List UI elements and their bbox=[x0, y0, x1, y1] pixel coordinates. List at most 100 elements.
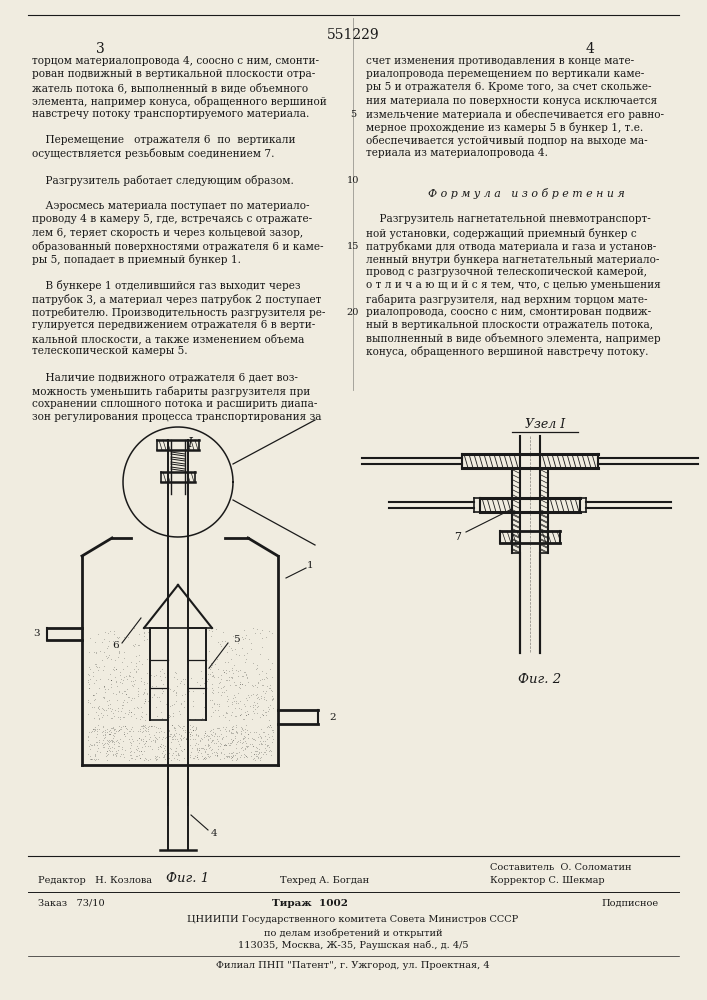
Point bbox=[101, 735, 112, 751]
Point bbox=[162, 711, 173, 727]
Point bbox=[119, 650, 130, 666]
Point bbox=[100, 724, 111, 740]
Point bbox=[207, 685, 218, 701]
Point bbox=[90, 748, 101, 764]
Point bbox=[227, 749, 238, 765]
Text: 15: 15 bbox=[347, 242, 359, 251]
Point bbox=[240, 651, 252, 667]
Point bbox=[126, 719, 137, 735]
Text: Наличие подвижного отражателя 6 дает воз-: Наличие подвижного отражателя 6 дает воз… bbox=[32, 373, 298, 383]
Point bbox=[95, 744, 106, 760]
Point bbox=[225, 707, 236, 723]
Point bbox=[255, 736, 267, 752]
Point bbox=[84, 741, 95, 757]
Point bbox=[105, 743, 116, 759]
Point bbox=[117, 675, 128, 691]
Point bbox=[131, 710, 142, 726]
Point bbox=[107, 720, 118, 736]
Point bbox=[87, 687, 98, 703]
Point bbox=[134, 637, 145, 653]
Point bbox=[187, 731, 199, 747]
Point bbox=[257, 746, 269, 762]
Point bbox=[125, 704, 136, 720]
Point bbox=[98, 658, 110, 674]
Point bbox=[215, 736, 226, 752]
Point bbox=[216, 731, 228, 747]
Point bbox=[211, 649, 222, 665]
Point bbox=[262, 678, 273, 694]
Point bbox=[230, 740, 242, 756]
Point bbox=[180, 722, 191, 738]
Point bbox=[216, 633, 227, 649]
Point bbox=[216, 726, 227, 742]
Point bbox=[132, 700, 144, 716]
Point bbox=[208, 695, 219, 711]
Point bbox=[168, 745, 179, 761]
Point bbox=[122, 681, 133, 697]
Point bbox=[134, 723, 146, 739]
Point bbox=[85, 748, 96, 764]
Point bbox=[267, 691, 278, 707]
Point bbox=[90, 644, 102, 660]
Point bbox=[228, 721, 239, 737]
Point bbox=[195, 712, 206, 728]
Point bbox=[233, 635, 244, 651]
Point bbox=[119, 726, 130, 742]
Point bbox=[168, 696, 180, 712]
Point bbox=[233, 695, 244, 711]
Point bbox=[114, 722, 125, 738]
Point bbox=[122, 689, 134, 705]
Point bbox=[230, 695, 242, 711]
Point bbox=[105, 672, 117, 688]
Point bbox=[222, 735, 233, 751]
Point bbox=[230, 747, 241, 763]
Point bbox=[105, 733, 116, 749]
Point bbox=[163, 728, 175, 744]
Point bbox=[214, 674, 226, 690]
Point bbox=[89, 747, 100, 763]
Text: 5: 5 bbox=[233, 636, 239, 645]
Point bbox=[110, 743, 121, 759]
Point bbox=[168, 750, 180, 766]
Point bbox=[150, 750, 161, 766]
Point bbox=[142, 752, 153, 768]
Point bbox=[255, 646, 266, 662]
Point bbox=[255, 730, 267, 746]
Point bbox=[164, 745, 175, 761]
Text: териала из материалопровода 4.: териала из материалопровода 4. bbox=[366, 148, 548, 158]
Point bbox=[193, 742, 204, 758]
Point bbox=[229, 728, 240, 744]
Point bbox=[224, 735, 235, 751]
Point bbox=[228, 687, 240, 703]
Point bbox=[133, 680, 144, 696]
Point bbox=[111, 745, 122, 761]
Point bbox=[246, 736, 257, 752]
Point bbox=[261, 731, 272, 747]
Point bbox=[144, 718, 155, 734]
Point bbox=[156, 745, 168, 761]
Point bbox=[240, 741, 251, 757]
Point bbox=[262, 718, 273, 734]
Point bbox=[136, 718, 148, 734]
Point bbox=[221, 723, 232, 739]
Point bbox=[252, 748, 263, 764]
Point bbox=[106, 739, 117, 755]
Point bbox=[216, 687, 227, 703]
Point bbox=[131, 742, 142, 758]
Point bbox=[248, 724, 259, 740]
Point bbox=[83, 644, 95, 660]
Point bbox=[193, 740, 204, 756]
Point bbox=[93, 707, 104, 723]
Point bbox=[159, 749, 170, 765]
Point bbox=[103, 733, 114, 749]
Point bbox=[120, 686, 132, 702]
Point bbox=[179, 699, 190, 715]
Point bbox=[131, 648, 142, 664]
Point bbox=[98, 678, 110, 694]
Point bbox=[97, 732, 108, 748]
Point bbox=[178, 693, 189, 709]
Point bbox=[240, 748, 252, 764]
Point bbox=[261, 669, 272, 685]
Point bbox=[182, 692, 194, 708]
Point bbox=[125, 654, 136, 670]
